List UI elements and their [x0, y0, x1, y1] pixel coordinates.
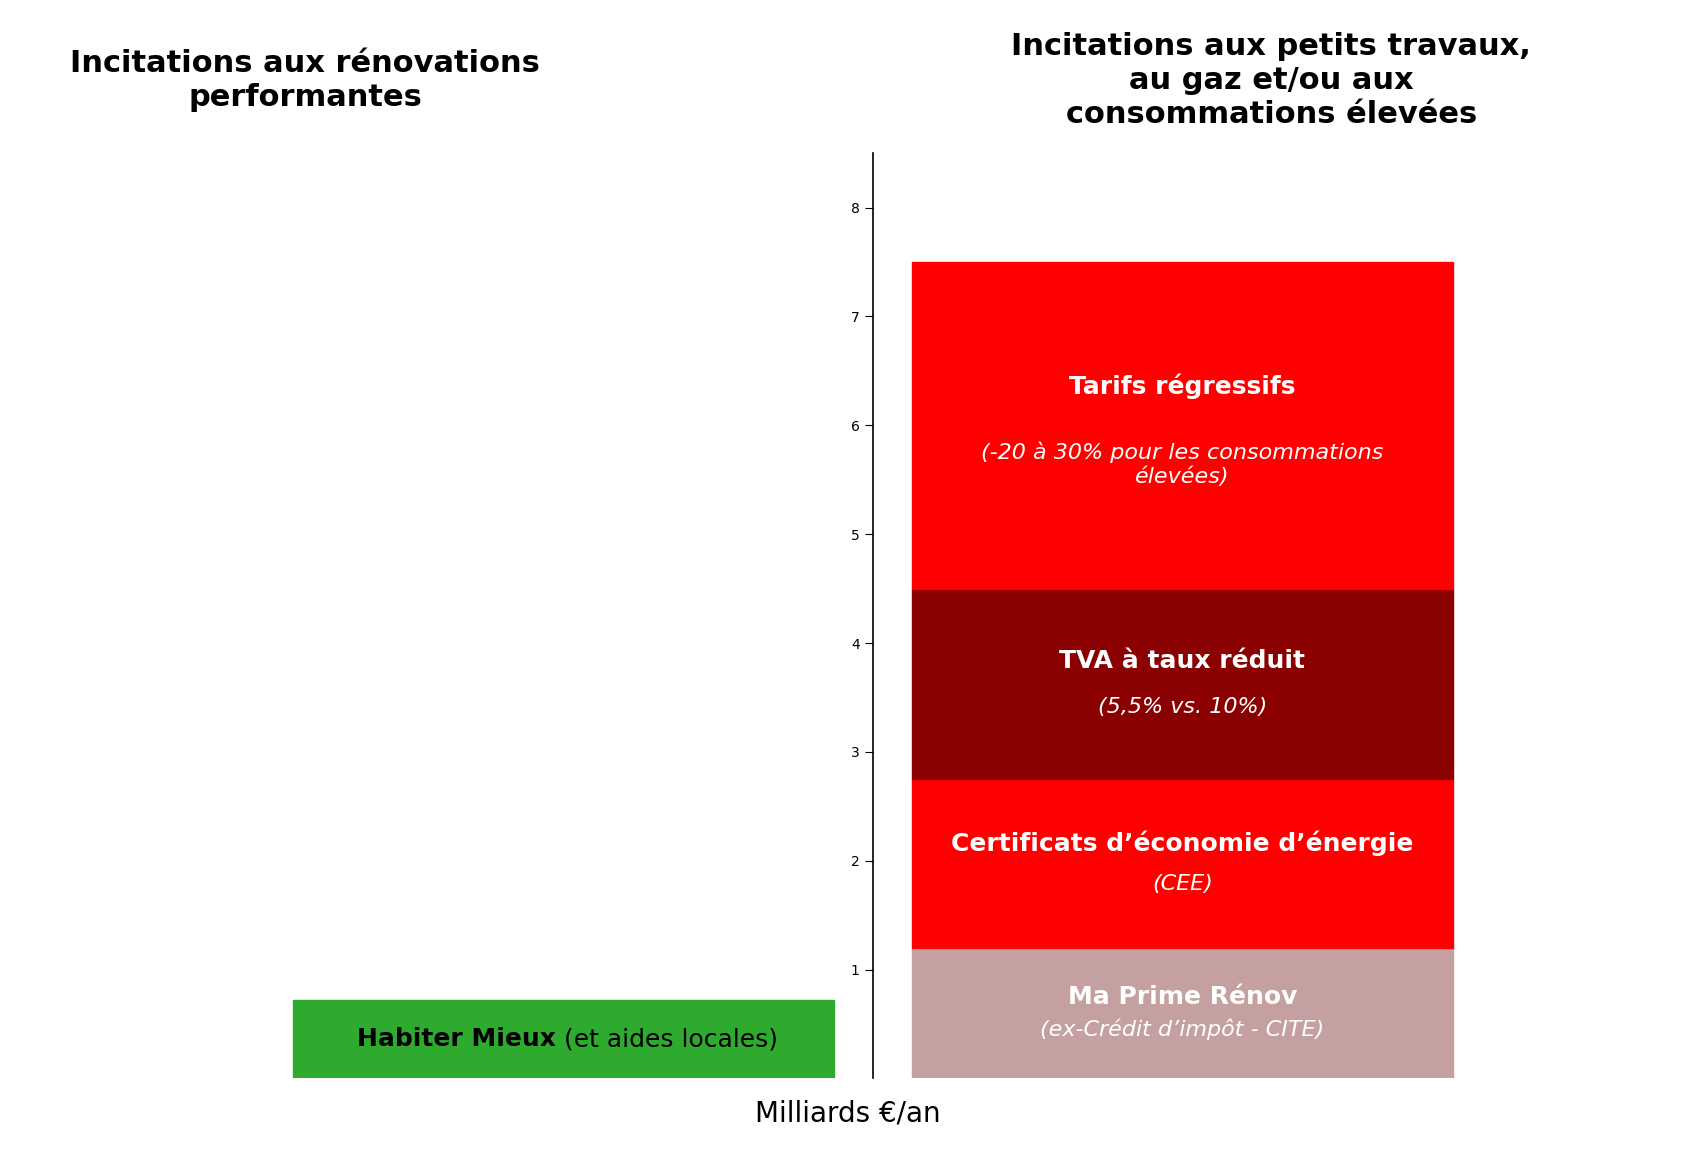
Bar	[912, 947, 1453, 1078]
Bar	[912, 588, 1453, 779]
Bar	[293, 1000, 834, 1078]
Text: Incitations aux petits travaux,
au gaz et/ou aux
consommations élevées: Incitations aux petits travaux, au gaz e…	[1012, 32, 1531, 129]
Text: (et aides locales): (et aides locales)	[556, 1027, 778, 1051]
Bar	[912, 262, 1453, 588]
Text: Tarifs régressifs: Tarifs régressifs	[1070, 373, 1295, 399]
Text: Milliards €/an: Milliards €/an	[754, 1100, 941, 1128]
Text: Habiter Mieux: Habiter Mieux	[358, 1027, 556, 1051]
Text: Certificats d’économie d’énergie: Certificats d’économie d’énergie	[951, 831, 1414, 856]
Text: (CEE): (CEE)	[1153, 874, 1212, 893]
Text: (ex-Crédit d’impôt - CITE): (ex-Crédit d’impôt - CITE)	[1041, 1017, 1324, 1039]
Bar	[912, 779, 1453, 947]
Text: TVA à taux réduit: TVA à taux réduit	[1059, 649, 1305, 673]
Text: (-20 à 30% pour les consommations
élevées): (-20 à 30% pour les consommations élevée…	[981, 442, 1383, 487]
Text: (5,5% vs. 10%): (5,5% vs. 10%)	[1098, 696, 1266, 717]
Text: Ma Prime Rénov: Ma Prime Rénov	[1068, 985, 1297, 1009]
Text: Incitations aux rénovations
performantes: Incitations aux rénovations performantes	[69, 49, 541, 112]
